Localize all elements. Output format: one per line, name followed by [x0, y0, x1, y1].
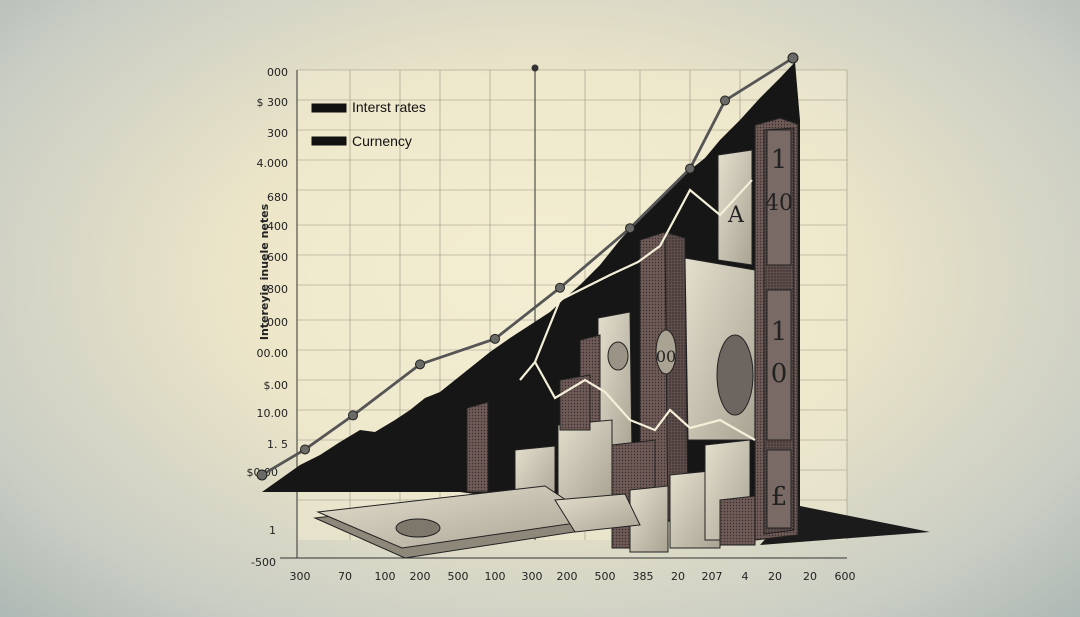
legend-swatch-interest	[311, 103, 347, 113]
y-tick-label: 800	[267, 283, 288, 296]
bill-step-3	[559, 374, 591, 431]
y-tick-label: 600	[267, 251, 288, 264]
series-interest-rates-point	[555, 282, 565, 293]
bill-bars	[466, 117, 799, 553]
bill-panel-c	[766, 449, 792, 529]
series-interest-rates-point	[490, 333, 500, 344]
x-tick-label: 600	[835, 570, 856, 583]
bill-stack	[313, 485, 641, 559]
x-tick-label: 200	[557, 570, 578, 583]
y-tick-label: 10.00	[257, 407, 289, 420]
y-tick-label: 1	[269, 524, 276, 537]
x-tick-label: 500	[448, 570, 469, 583]
portrait-oval	[716, 334, 754, 416]
y-tick-label: 400	[267, 220, 288, 233]
series-currency-lower-line	[519, 360, 756, 441]
x-tick-label: 500	[595, 570, 616, 583]
series-currency-line	[533, 179, 753, 363]
bill-step-2	[557, 419, 613, 501]
x-tick-label: 385	[633, 570, 654, 583]
bill-label: A	[727, 203, 745, 228]
bill-label: 0	[771, 359, 788, 389]
y-tick-label: $.00	[264, 379, 289, 392]
bill-panel-a	[766, 129, 792, 266]
x-tick-label: 100	[375, 570, 396, 583]
y-tick-label: 000	[267, 66, 288, 79]
y-tick-label: 4.000	[257, 157, 289, 170]
y-tick-label: -500	[251, 556, 276, 569]
legend-label-currency: Curnency	[352, 133, 412, 149]
legend: Interst rates Curnency	[311, 99, 426, 149]
bill-stack-seal	[395, 518, 441, 538]
bill-bar-4	[717, 149, 753, 266]
x-tick-label: 207	[702, 570, 723, 583]
seal-oval	[607, 341, 629, 371]
bill-label: 40	[765, 191, 793, 216]
x-tick-label: 300	[290, 570, 311, 583]
bill-bar-1	[466, 401, 489, 493]
bill-label: 1	[771, 145, 788, 175]
x-tick-label: 20	[768, 570, 782, 583]
x-tick-label: 20	[671, 570, 685, 583]
y-axis-label: Intereyie inuele netes	[258, 203, 271, 340]
x-tick-label: 20	[803, 570, 817, 583]
bill-step-5	[629, 485, 669, 553]
series-layer	[256, 52, 799, 481]
y-tick-label: 000	[267, 316, 288, 329]
bars-shadow	[760, 505, 930, 545]
x-tick-label: 4	[742, 570, 749, 583]
x-tick-labels: 300 70 100 200 500 100 300 200 500 385 20 207 4 20 20 6…	[290, 570, 856, 583]
bill-labels: 1 40 1 0 £ A 00	[656, 145, 793, 512]
marker-line-dot	[531, 64, 539, 72]
series-interest-rates-point	[685, 163, 695, 174]
y-tick-label: 1. 5	[267, 438, 288, 451]
y-tick-label: 680	[267, 191, 288, 204]
bill-step-8	[719, 495, 756, 546]
bill-label: £	[771, 482, 788, 512]
bill-panel-b	[766, 289, 792, 441]
x-tick-label: 200	[410, 570, 431, 583]
series-interest-rates-point	[300, 444, 310, 455]
series-interest-rates-line	[261, 56, 794, 477]
series-interest-rates-point	[415, 359, 425, 370]
portrait-oval-2	[655, 329, 677, 375]
legend-swatch-currency	[311, 136, 347, 146]
y-tick-label: 00.00	[257, 347, 289, 360]
series-interest-rates-point	[720, 95, 730, 106]
legend-label-interest: Interst rates	[352, 99, 426, 115]
x-tick-label: 70	[338, 570, 352, 583]
series-interest-rates-point	[625, 223, 635, 234]
series-interest-rates-point	[256, 469, 268, 481]
bill-label: 1	[771, 317, 788, 347]
series-interest-rates-point	[787, 52, 799, 64]
y-tick-label: 300	[267, 127, 288, 140]
x-tick-label: 100	[485, 570, 506, 583]
bill-stack-2	[554, 493, 641, 533]
series-interest-rates-point	[348, 410, 358, 421]
bill-label: 00	[656, 347, 676, 366]
y-tick-label: $ 300	[257, 96, 289, 109]
x-tick-label: 300	[522, 570, 543, 583]
